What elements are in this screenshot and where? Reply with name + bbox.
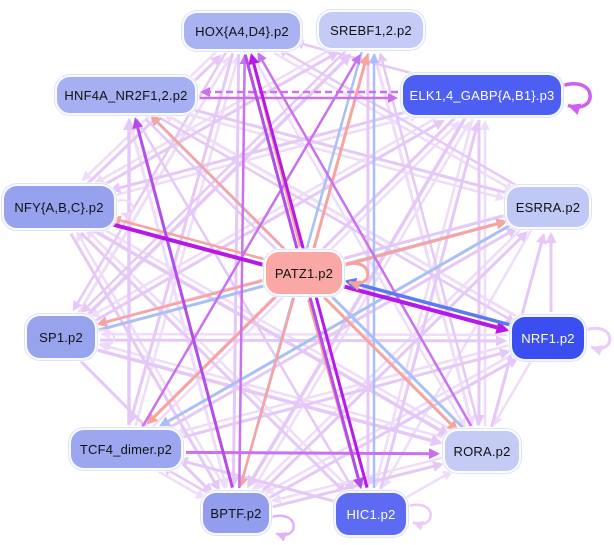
edge-TCF4-RORA [185, 448, 440, 460]
node-label: SP1.p2 [39, 329, 83, 345]
node-hic1[interactable]: HIC1.p2 [334, 491, 408, 537]
edge-RORA-HOX [257, 52, 473, 427]
node-label: RORA.p2 [453, 443, 511, 459]
edge-BPTF-HOX [238, 54, 250, 489]
node-label: TCF4_dimer.p2 [79, 441, 173, 457]
edge-BPTF-RORA [271, 461, 445, 509]
edge-NRF1-HNF4A [162, 112, 520, 320]
edge-TCF4-SREBF [141, 53, 361, 428]
node-tcf4[interactable]: TCF4_dimer.p2 [69, 428, 183, 470]
node-label: HIC1.p2 [346, 506, 396, 522]
edge-ESRRA-HNF4A [183, 104, 508, 195]
node-hox[interactable]: HOX{A4,D4}.p2 [182, 11, 302, 51]
edge-HIC1-SREBF [369, 53, 379, 488]
edge-SP1-RORA [95, 347, 443, 447]
node-label: HOX{A4,D4}.p2 [195, 23, 289, 39]
edge-TCF4-NRF1 [176, 348, 511, 441]
node-esrra[interactable]: ESRRA.p2 [505, 185, 591, 229]
self-loop-NFY [114, 199, 135, 221]
edge-SREBF-NFY [93, 45, 338, 184]
self-loop-PATZ [342, 261, 370, 291]
node-sp1[interactable]: SP1.p2 [25, 314, 97, 360]
node-label: ESRRA.p2 [515, 199, 581, 215]
edge-PATZ-TCF4 [146, 291, 281, 425]
edge-PATZ-ESRRA [343, 218, 508, 267]
node-label: PATZ1.p2 [274, 265, 334, 281]
node-rora[interactable]: RORA.p2 [443, 429, 521, 473]
node-srebf[interactable]: SREBF1,2.p2 [317, 10, 425, 50]
edge-SP1-ELK [91, 119, 445, 324]
node-label: NRF1.p2 [521, 330, 575, 346]
self-loop-HIC1 [406, 503, 432, 531]
node-hnf4a[interactable]: HNF4A_NR2F1,2.p2 [55, 75, 197, 115]
edge-TCF4-ESRRA [161, 227, 518, 434]
edge-ELK-RORA [473, 120, 485, 426]
node-patz[interactable]: PATZ1.p2 [264, 250, 344, 296]
self-loop-BPTF [269, 514, 295, 542]
edge-BPTF-HNF4A [132, 117, 234, 488]
edge-NRF1-ESRRA [545, 232, 557, 312]
edge-NFY-BPTF [69, 232, 220, 492]
node-bptf[interactable]: BPTF.p2 [201, 491, 271, 535]
edge-TCF4-BPTF [157, 470, 207, 500]
edge-PATZ-HNF4A [150, 114, 285, 250]
edge-ESRRA-TCF4 [158, 221, 516, 427]
edge-ELK-SP1 [89, 113, 443, 318]
edge-PATZ-SP1 [96, 279, 265, 327]
self-loop-SP1 [95, 329, 116, 351]
node-label: SREBF1,2.p2 [330, 22, 412, 38]
node-label: ELK1,4_GABP{A,B1}.p3 [409, 87, 555, 103]
edge-TCF4-HNF4A [123, 118, 135, 425]
self-loop-NRF1 [584, 326, 612, 356]
node-label: NFY{A,B,C}.p2 [14, 199, 104, 215]
edge-PATZ-SREBF [312, 53, 370, 249]
node-elk[interactable]: ELK1,4_GABP{A,B1}.p3 [401, 73, 563, 117]
edge-BPTF-TCF4 [161, 466, 210, 495]
node-label: BPTF.p2 [210, 505, 262, 521]
node-nfy[interactable]: NFY{A,B,C}.p2 [2, 184, 116, 230]
edge-ELK-HNF4A [200, 87, 398, 97]
node-label: HNF4A_NR2F1,2.p2 [64, 87, 188, 103]
self-loop-ELK [561, 82, 592, 115]
edge-PATZ-RORA [323, 296, 459, 432]
edge-HNF4A-ELK [200, 93, 398, 103]
edge-HIC1-RORA [401, 470, 454, 501]
edge-NRF1-BPTF [263, 351, 517, 495]
node-nrf1[interactable]: NRF1.p2 [510, 315, 586, 361]
edge-SP1-NRF1 [99, 335, 507, 347]
